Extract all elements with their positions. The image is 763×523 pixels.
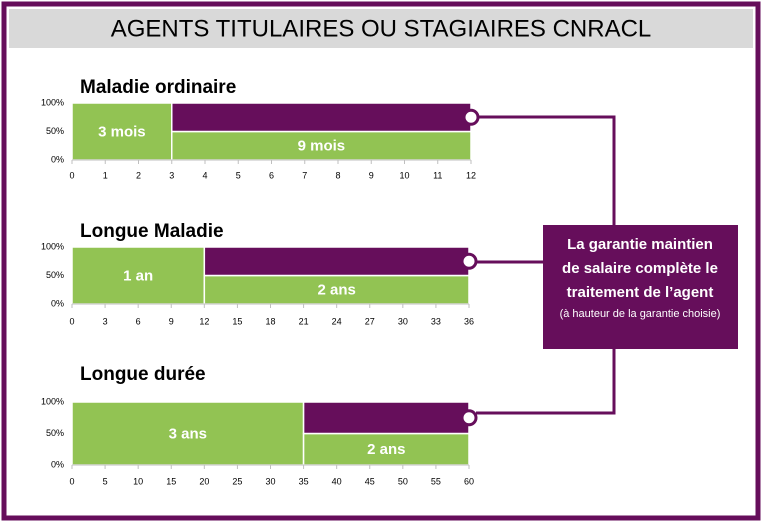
x-tick-label: 10 [133, 476, 143, 486]
x-tick-label: 3 [103, 316, 108, 326]
x-tick-label: 12 [466, 170, 476, 180]
segment-label: 1 an [123, 267, 153, 284]
x-tick-label: 11 [433, 170, 442, 180]
x-tick-label: 40 [332, 476, 342, 486]
x-tick-label: 6 [269, 170, 274, 180]
callout-line: de salaire complète le [562, 260, 718, 277]
callout-text: La garantie maintien de salaire complète… [562, 236, 718, 301]
x-tick-label: 27 [365, 316, 375, 326]
segment [171, 102, 472, 133]
connector-dot [460, 409, 478, 427]
x-tick-label: 10 [399, 170, 409, 180]
y-tick-label: 100% [41, 241, 64, 251]
x-tick-label: 50 [398, 476, 408, 486]
connector-line [476, 348, 616, 415]
x-tick-label: 30 [398, 316, 408, 326]
x-tick-label: 36 [464, 316, 474, 326]
chart-title: Longue Maladie [80, 221, 224, 242]
x-tick-label: 15 [232, 316, 242, 326]
title-band [9, 9, 753, 48]
x-tick-label: 5 [103, 476, 108, 486]
segment [71, 401, 305, 466]
x-tick-label: 60 [464, 476, 474, 486]
connector [476, 115, 616, 415]
x-tick-label: 55 [431, 476, 441, 486]
x-tick-label: 45 [365, 476, 375, 486]
callout-note: (à hauteur de la garantie choisie) [560, 308, 721, 320]
segment [302, 401, 470, 435]
x-tick-label: 25 [232, 476, 242, 486]
x-tick-label: 7 [302, 170, 307, 180]
chart-title: Longue durée [80, 364, 206, 385]
connector-dot [462, 108, 480, 126]
x-tick-label: 3 [169, 170, 174, 180]
x-tick-label: 21 [299, 316, 309, 326]
y-tick-label: 0% [51, 154, 64, 164]
y-tick-label: 50% [46, 126, 64, 136]
callout-line: traitement de l’agent [567, 284, 714, 301]
x-tick-label: 15 [166, 476, 176, 486]
x-tick-label: 9 [169, 316, 174, 326]
y-tick-label: 50% [46, 270, 64, 280]
y-tick-label: 100% [41, 97, 64, 107]
x-tick-label: 33 [431, 316, 441, 326]
y-tick-label: 100% [41, 396, 64, 406]
chart-title: Maladie ordinaire [80, 77, 236, 98]
x-tick-label: 12 [199, 316, 209, 326]
x-tick-label: 20 [199, 476, 209, 486]
connector-line [476, 115, 616, 225]
x-tick-label: 0 [69, 476, 74, 486]
x-tick-label: 6 [136, 316, 141, 326]
x-tick-label: 18 [265, 316, 275, 326]
x-tick-label: 0 [69, 170, 74, 180]
segment-label: 3 ans [169, 425, 207, 442]
x-tick-label: 1 [103, 170, 108, 180]
y-tick-label: 0% [51, 298, 64, 308]
x-tick-label: 35 [299, 476, 309, 486]
connector-dot [460, 252, 478, 270]
segment-label: 3 mois [98, 123, 146, 140]
segment-label: 9 mois [298, 138, 346, 155]
x-tick-label: 0 [69, 316, 74, 326]
segment-label: 2 ans [317, 282, 355, 299]
x-tick-label: 30 [265, 476, 275, 486]
callout-line: La garantie maintien [567, 236, 713, 253]
segment [203, 246, 470, 277]
x-tick-label: 5 [236, 170, 241, 180]
callout-box [543, 225, 738, 349]
x-tick-label: 9 [369, 170, 374, 180]
segment [71, 246, 206, 305]
page-title: AGENTS TITULAIRES OU STAGIAIRES CNRACL [111, 15, 652, 42]
y-tick-label: 50% [46, 428, 64, 438]
x-tick-label: 2 [136, 170, 141, 180]
x-tick-label: 8 [335, 170, 340, 180]
x-tick-label: 4 [202, 170, 207, 180]
segment [302, 432, 470, 466]
segment-label: 2 ans [367, 441, 405, 458]
y-tick-label: 0% [51, 459, 64, 469]
x-tick-label: 24 [332, 316, 342, 326]
